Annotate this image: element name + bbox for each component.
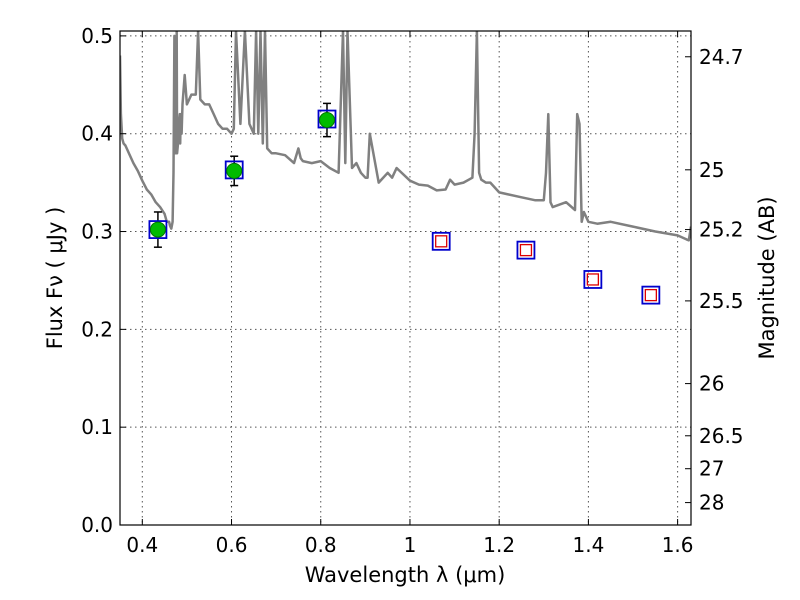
right-axis-label: Magnitude (AB) xyxy=(755,196,779,359)
y-tick-label-1: 0.1 xyxy=(81,415,113,439)
x-axis-label: Wavelength λ (μm) xyxy=(305,563,506,587)
x-tick-label-6: 1.6 xyxy=(662,533,694,557)
y-tick-label-2: 0.2 xyxy=(81,317,113,341)
x-tick-label-0: 0.4 xyxy=(126,533,158,557)
right-tick-label-6: 27 xyxy=(699,457,724,481)
model-square-5 xyxy=(583,270,603,289)
observed-point-1 xyxy=(226,162,243,179)
sed-spectrum-layer xyxy=(120,31,691,242)
right-tick-label-1: 25 xyxy=(699,158,724,182)
plot-frame xyxy=(119,30,692,526)
right-tick-label-5: 26.5 xyxy=(699,424,744,448)
observed-point-0 xyxy=(149,221,166,238)
observed-point-2 xyxy=(318,112,335,129)
right-tick-label-3: 25.5 xyxy=(699,289,744,313)
axis-ticks: 0.4 0.6 0.8 1 1.2 1.4 1.6 0.0 0.1 0.2 0.3 0.4 0.5 24.… xyxy=(81,24,743,557)
y-tick-label-4: 0.4 xyxy=(81,122,113,146)
right-tick-label-0: 24.7 xyxy=(699,45,744,69)
y-tick-label-3: 0.3 xyxy=(81,220,113,244)
right-tick-label-7: 28 xyxy=(699,491,724,515)
predicted-square-0 xyxy=(435,235,448,248)
x-tick-label-5: 1.4 xyxy=(572,533,604,557)
predicted-square-1 xyxy=(519,243,533,257)
sed-model-line xyxy=(120,31,691,242)
x-tick-label-4: 1.2 xyxy=(483,533,515,557)
x-tick-label-2: 0.8 xyxy=(305,533,337,557)
model-square-4 xyxy=(516,240,536,260)
y-tick-label-0: 0.0 xyxy=(81,513,113,537)
right-tick-label-2: 25.2 xyxy=(699,218,744,242)
model-square-6 xyxy=(641,285,661,305)
y-tick-label-5: 0.5 xyxy=(81,24,113,48)
model-square-3 xyxy=(431,231,451,251)
x-tick-label-3: 1 xyxy=(404,533,417,557)
y-axis-label: Flux Fν ( μJy ) xyxy=(43,207,67,350)
right-tick-label-4: 26 xyxy=(699,372,724,396)
predicted-square-3 xyxy=(644,288,658,302)
predicted-square-2 xyxy=(586,273,600,286)
model-square-0 xyxy=(148,220,168,239)
x-tick-label-1: 0.6 xyxy=(216,533,248,557)
photometry-layer xyxy=(148,102,661,305)
